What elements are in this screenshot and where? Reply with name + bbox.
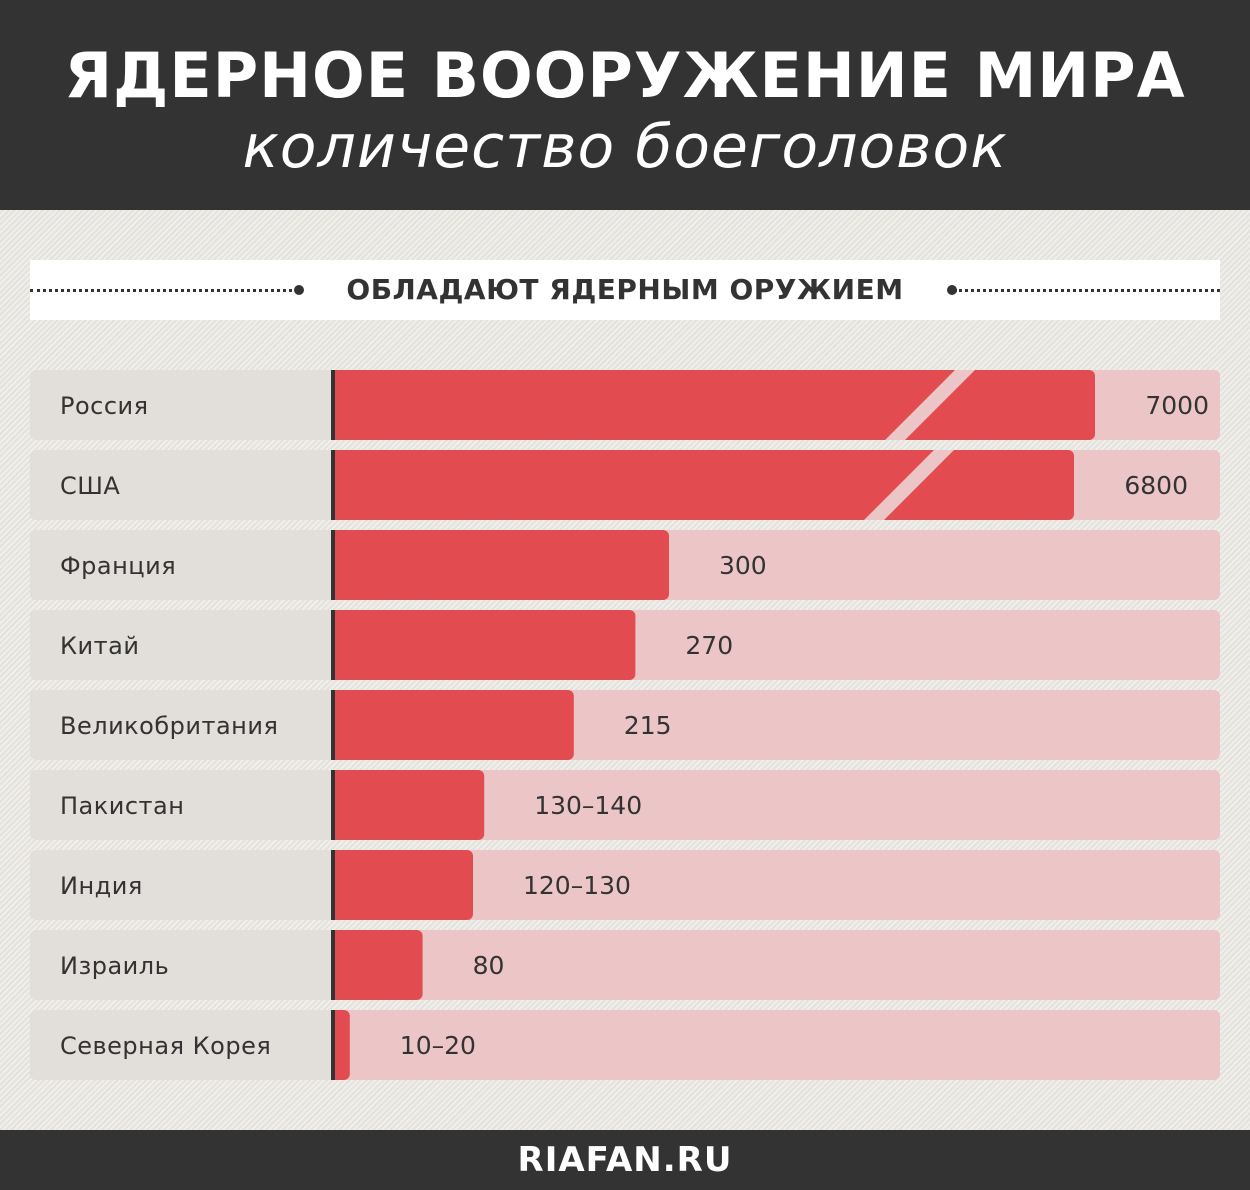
category-label: Израиль <box>60 952 169 980</box>
page-subtitle: количество боеголовок <box>242 112 1008 182</box>
bar-left-edge <box>333 770 343 840</box>
bar-left-edge <box>333 370 343 440</box>
value-label: 215 <box>624 711 672 740</box>
category-label: Франция <box>60 552 176 580</box>
bar <box>333 370 1095 440</box>
bar-left-edge <box>333 850 343 920</box>
dotted-line-left <box>30 289 298 292</box>
value-label: 270 <box>685 631 733 660</box>
axis-break <box>885 370 975 440</box>
value-label: 130–140 <box>534 791 642 820</box>
header: ЯДЕРНОЕ ВООРУЖЕНИЕ МИРА количество боего… <box>0 0 1250 210</box>
bar-left-edge <box>333 930 343 1000</box>
value-label: 7000 <box>1145 391 1209 420</box>
value-label: 300 <box>719 551 767 580</box>
footer: RIAFAN.RU <box>0 1130 1250 1190</box>
page-title: ЯДЕРНОЕ ВООРУЖЕНИЕ МИРА <box>64 39 1186 112</box>
dot-left <box>294 285 304 295</box>
value-label: 10–20 <box>400 1031 476 1060</box>
bar <box>333 690 574 760</box>
bar-left-edge <box>333 530 343 600</box>
bar-track <box>333 770 1220 840</box>
bar-track <box>333 930 1220 1000</box>
bar-track <box>333 1010 1220 1080</box>
bar <box>333 450 1074 520</box>
bar-left-edge <box>333 610 343 680</box>
bar-track <box>333 850 1220 920</box>
value-label: 80 <box>473 951 505 980</box>
value-label: 120–130 <box>523 871 631 900</box>
section-label: ОБЛАДАЮТ ЯДЕРНЫМ ОРУЖИЕМ <box>346 273 904 306</box>
dotted-line-right <box>954 289 1220 292</box>
category-label: США <box>60 472 120 500</box>
value-label: 6800 <box>1124 471 1188 500</box>
bar <box>333 930 423 1000</box>
category-label: Великобритания <box>60 712 278 740</box>
category-label: Россия <box>60 392 149 420</box>
category-label: Пакистан <box>60 792 184 820</box>
category-label: Индия <box>60 872 143 900</box>
bar <box>333 610 636 680</box>
bar-left-edge <box>333 690 343 760</box>
section-banner: ОБЛАДАЮТ ЯДЕРНЫМ ОРУЖИЕМ <box>30 260 1220 320</box>
category-label: Китай <box>60 632 139 660</box>
category-label: Северная Корея <box>60 1032 271 1060</box>
bar <box>333 530 669 600</box>
axis-break <box>864 450 954 520</box>
source-label: RIAFAN.RU <box>517 1140 733 1180</box>
bar <box>333 770 485 840</box>
bar-left-edge <box>333 450 343 520</box>
bar <box>333 850 473 920</box>
bar-left-edge <box>333 1010 343 1080</box>
dot-right <box>947 285 957 295</box>
